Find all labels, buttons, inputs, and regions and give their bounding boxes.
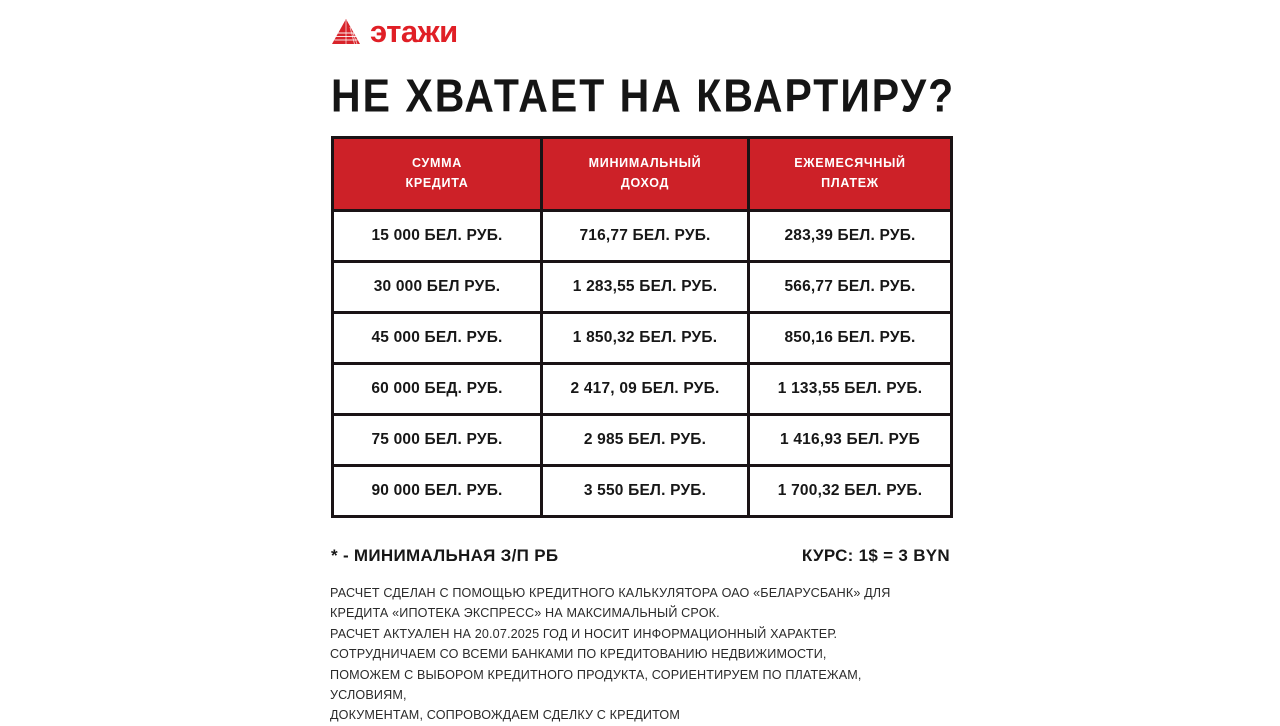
cell-min-income: 1 850,32 БЕЛ. РУБ.	[540, 311, 750, 365]
header-line-1: СУММА	[412, 156, 462, 171]
cell-min-income: 1 283,55 БЕЛ. РУБ.	[540, 260, 750, 314]
disclaimer-line-7: ДОКУМЕНТАМ, СОПРОВОЖДАЕМ СДЕЛКУ С КРЕДИТ…	[330, 708, 680, 723]
cell-monthly-payment: 283,39 БЕЛ. РУБ.	[747, 209, 953, 263]
disclaimer-line-4: СОТРУДНИЧАЕМ СО ВСЕМИ БАНКАМИ ПО КРЕДИТО…	[330, 647, 827, 662]
header-line-1: ЕЖЕМЕСЯЧНЫЙ	[794, 156, 906, 171]
footnote-exchange-rate: КУРС: 1$ = 3 BYN	[801, 546, 950, 565]
table-header-row: СУММА КРЕДИТА МИНИМАЛЬНЫЙ ДОХОД ЕЖЕМЕСЯЧ…	[331, 136, 953, 212]
brand-logo[interactable]: этажи	[331, 16, 458, 47]
table-row: 30 000 БЕЛ РУБ. 1 283,55 БЕЛ. РУБ. 566,7…	[331, 260, 953, 314]
cell-loan-amount: 60 000 БЕД. РУБ.	[331, 362, 543, 416]
cell-loan-amount: 30 000 БЕЛ РУБ.	[331, 260, 543, 314]
cell-min-income: 716,77 БЕЛ. РУБ.	[540, 209, 750, 263]
credit-table-wrapper: СУММА КРЕДИТА МИНИМАЛЬНЫЙ ДОХОД ЕЖЕМЕСЯЧ…	[331, 136, 953, 518]
credit-table: СУММА КРЕДИТА МИНИМАЛЬНЫЙ ДОХОД ЕЖЕМЕСЯЧ…	[331, 136, 953, 518]
disclaimer-line-1: РАСЧЕТ СДЕЛАН С ПОМОЩЬЮ КРЕДИТНОГО КАЛЬК…	[330, 586, 891, 600]
header-line-2: КРЕДИТА	[405, 175, 469, 190]
cell-loan-amount: 45 000 БЕЛ. РУБ.	[331, 311, 543, 365]
building-icon	[331, 18, 361, 45]
disclaimer-line-6: УСЛОВИЯМ,	[330, 687, 407, 702]
cell-monthly-payment: 1 416,93 БЕЛ. РУБ	[747, 413, 953, 467]
disclaimer-line-2: КРЕДИТА «ИПОТЕКА ЭКСПРЕСС» НА МАКСИМАЛЬН…	[330, 606, 720, 621]
table-row: 60 000 БЕД. РУБ. 2 417, 09 БЕЛ. РУБ. 1 1…	[331, 362, 953, 416]
disclaimer-line-5: ПОМОЖЕМ С ВЫБОРОМ КРЕДИТНОГО ПРОДУКТА, С…	[330, 667, 862, 682]
footnote-row: * - МИНИМАЛЬНАЯ З/П РБ КУРС: 1$ = 3 BYN	[331, 546, 950, 566]
header-line-1: МИНИМАЛЬНЫЙ	[588, 156, 702, 171]
cell-monthly-payment: 1 700,32 БЕЛ. РУБ.	[747, 464, 953, 518]
cell-monthly-payment: 1 133,55 БЕЛ. РУБ.	[747, 362, 953, 416]
table-row: 15 000 БЕЛ. РУБ. 716,77 БЕЛ. РУБ. 283,39…	[331, 209, 953, 263]
table-row: 90 000 БЕЛ. РУБ. 3 550 БЕЛ. РУБ. 1 700,3…	[331, 464, 953, 518]
column-header-min-income: МИНИМАЛЬНЫЙ ДОХОД	[540, 136, 750, 212]
header-line-2: ПЛАТЕЖ	[821, 175, 879, 190]
cell-monthly-payment: 566,77 БЕЛ. РУБ.	[747, 260, 953, 314]
column-header-loan-amount: СУММА КРЕДИТА	[331, 136, 543, 212]
cell-loan-amount: 90 000 БЕЛ. РУБ.	[331, 464, 543, 518]
table-row: 75 000 БЕЛ. РУБ. 2 985 БЕЛ. РУБ. 1 416,9…	[331, 413, 953, 467]
cell-loan-amount: 75 000 БЕЛ. РУБ.	[331, 413, 543, 467]
cell-monthly-payment: 850,16 БЕЛ. РУБ.	[747, 311, 953, 365]
cell-min-income: 2 985 БЕЛ. РУБ.	[540, 413, 750, 467]
cell-min-income: 2 417, 09 БЕЛ. РУБ.	[540, 362, 750, 416]
column-header-monthly-payment: ЕЖЕМЕСЯЧНЫЙ ПЛАТЕЖ	[747, 136, 953, 212]
brand-name: этажи	[370, 14, 458, 49]
page-title: НЕ ХВАТАЕТ НА КВАРТИРУ?	[331, 70, 956, 122]
table-row: 45 000 БЕЛ. РУБ. 1 850,32 БЕЛ. РУБ. 850,…	[331, 311, 953, 365]
cell-loan-amount: 15 000 БЕЛ. РУБ.	[331, 209, 543, 263]
disclaimer-text: РАСЧЕТ СДЕЛАН С ПОМОЩЬЮ КРЕДИТНОГО КАЛЬК…	[330, 583, 970, 726]
disclaimer-line-3: РАСЧЕТ АКТУАЛЕН НА 20.07.2025 ГОД И НОСИ…	[330, 626, 838, 641]
cell-min-income: 3 550 БЕЛ. РУБ.	[540, 464, 750, 518]
footnote-min-salary: * - МИНИМАЛЬНАЯ З/П РБ	[331, 546, 559, 565]
header-line-2: ДОХОД	[620, 175, 670, 190]
